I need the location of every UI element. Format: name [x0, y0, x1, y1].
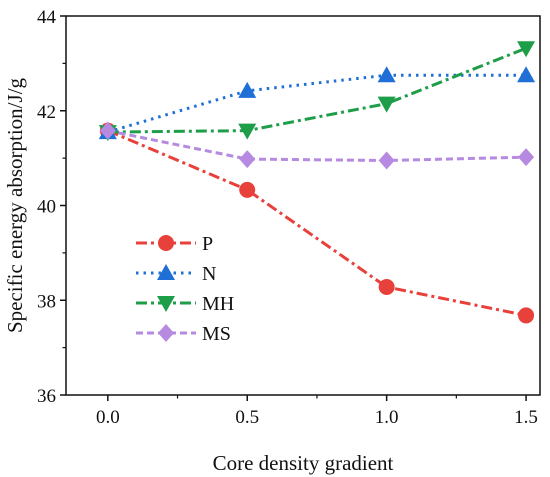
series-mh-line — [107, 46, 527, 134]
legend-marker-n — [157, 264, 175, 280]
data-point-ms — [99, 121, 116, 140]
data-point-n — [377, 66, 396, 83]
legend-label-mh: MH — [202, 293, 234, 315]
x-tick-label: 1.5 — [514, 407, 538, 428]
series-p — [99, 122, 535, 324]
series-mh — [98, 41, 536, 142]
legend-item-n: N — [136, 263, 216, 285]
data-point-mh — [377, 96, 396, 113]
series-n — [98, 66, 536, 140]
legend: PN MH MS — [136, 233, 234, 345]
series-ms-line — [107, 129, 527, 162]
y-axis-title: Specific energy absorption/J/g — [3, 77, 27, 333]
legend-item-p: P — [136, 233, 213, 255]
legend-label-n: N — [202, 263, 216, 285]
series-layer — [98, 41, 536, 324]
x-tick-label: 0.0 — [96, 407, 120, 428]
x-tick-label: 1.0 — [375, 407, 399, 428]
x-tick-label: 0.5 — [235, 407, 259, 428]
legend-label-p: P — [202, 233, 213, 255]
y-tick-label: 36 — [37, 386, 56, 407]
legend-item-mh: MH — [136, 293, 234, 315]
series-n-line — [107, 73, 527, 134]
data-point-p — [378, 278, 395, 295]
x-axis-title: Core density gradient — [213, 451, 394, 475]
data-point-n — [517, 66, 536, 83]
y-tick-label: 44 — [37, 7, 57, 28]
data-point-p — [239, 181, 256, 198]
legend-marker-p — [158, 235, 174, 251]
y-tick-label: 42 — [37, 102, 56, 123]
data-point-ms — [378, 151, 395, 170]
series-p-line — [107, 129, 527, 317]
series-ms — [99, 121, 535, 170]
data-point-n — [238, 81, 257, 98]
data-point-mh — [238, 123, 257, 140]
y-tick-label: 38 — [37, 291, 56, 312]
data-point-ms — [518, 148, 535, 167]
plot-frame — [65, 15, 541, 396]
data-point-ms — [239, 150, 256, 169]
legend-marker-mh — [157, 296, 175, 312]
legend-label-ms: MS — [202, 323, 231, 345]
data-point-mh — [517, 41, 536, 58]
data-point-p — [518, 307, 535, 324]
legend-marker-ms — [158, 324, 174, 342]
legend-item-ms: MS — [136, 323, 231, 345]
y-tick-label: 40 — [37, 197, 56, 218]
axis-ticks: 0.0 0.5 1.0 1.5 36 38 40 42 44 — [37, 7, 538, 428]
